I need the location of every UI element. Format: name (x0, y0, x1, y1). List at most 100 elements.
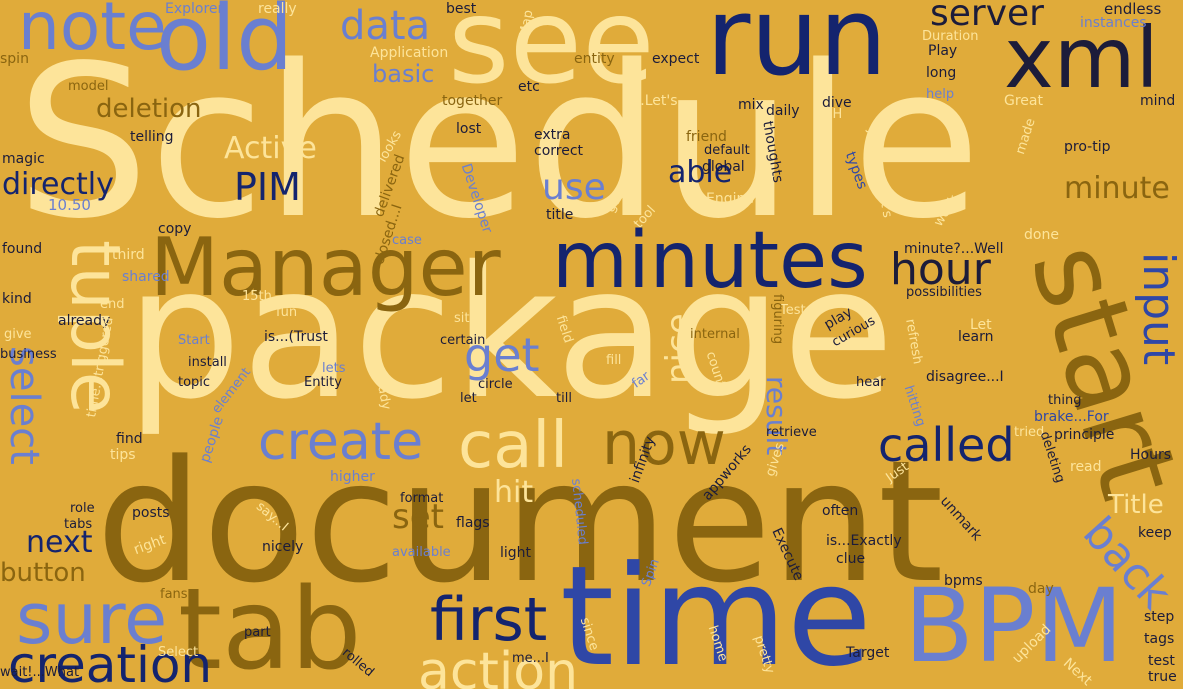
word: keep (1138, 525, 1172, 541)
word: learn (958, 329, 994, 345)
word: sure (16, 578, 168, 660)
word: deletion (96, 94, 202, 124)
word: Schedule (16, 20, 981, 265)
word: flags (456, 515, 490, 531)
word: Tester (780, 303, 819, 318)
word: tried (1014, 425, 1045, 440)
word: hear (856, 375, 886, 390)
word: set (392, 497, 444, 537)
word: let (460, 391, 477, 406)
word: brake...For (1034, 409, 1109, 425)
word: role (70, 501, 95, 516)
word: unmark (936, 493, 985, 545)
word: creation (8, 636, 213, 689)
word: Hours (1130, 447, 1172, 463)
word: endless (1104, 0, 1162, 18)
word: spin (0, 51, 29, 67)
word: hit (494, 475, 534, 510)
word: 15th (242, 289, 272, 304)
word: Play (928, 43, 958, 59)
word: business (0, 347, 57, 362)
word: bpms (944, 573, 983, 589)
word: data (340, 3, 431, 49)
word: next (26, 525, 93, 560)
word: first (430, 585, 548, 655)
word: best (446, 1, 477, 17)
word: principle (1054, 427, 1115, 443)
word: step (1144, 609, 1175, 625)
word: run (706, 0, 888, 100)
word: model (68, 79, 109, 94)
word: PIM (234, 165, 301, 209)
word: Active (224, 131, 317, 166)
word: package (126, 227, 895, 439)
word: topic (178, 375, 211, 390)
word: call (458, 409, 568, 483)
word: server (930, 0, 1044, 34)
word: fans (160, 587, 188, 602)
word: nice (659, 313, 699, 384)
word: 10.50 (48, 196, 91, 214)
word: time (560, 536, 872, 689)
word: till (556, 391, 572, 406)
word: higher (330, 469, 375, 485)
word: third (112, 247, 145, 263)
word: basic (372, 60, 435, 88)
word: day (1028, 581, 1054, 597)
word: see (448, 0, 655, 110)
word: telling (130, 129, 174, 145)
word: lost (456, 121, 482, 137)
word: Let (970, 317, 992, 333)
word: install (188, 355, 227, 370)
word: really (258, 1, 297, 17)
word: fun (276, 305, 298, 320)
word: global (702, 159, 745, 175)
word: document (96, 424, 944, 620)
word: 24H (816, 107, 843, 122)
word: site (454, 311, 478, 326)
word: posts (132, 505, 170, 521)
word: tab (178, 565, 362, 689)
word: already (58, 313, 111, 329)
word: expect (652, 51, 700, 67)
word: xml (1004, 9, 1159, 107)
word: disagree...I (926, 369, 1004, 385)
word: magic (2, 151, 45, 167)
word: thing (1048, 393, 1082, 408)
word: daily (766, 103, 800, 119)
word: circle (478, 377, 513, 392)
word: default (704, 143, 750, 158)
word: mind (1140, 93, 1176, 109)
word: BPM (904, 567, 1124, 686)
word: wait!...What (0, 665, 80, 680)
word: entity (574, 51, 615, 67)
word: it...Let's (622, 93, 678, 109)
word: made (1013, 116, 1039, 157)
word: now (602, 409, 726, 479)
word: hour (890, 244, 991, 295)
word: Start (178, 333, 210, 348)
word: instances (1080, 15, 1147, 31)
word: available (392, 545, 451, 560)
word: often (822, 503, 859, 519)
word: format (400, 491, 444, 506)
word: figuring (770, 294, 785, 345)
word: use (542, 167, 606, 208)
word: true (1148, 669, 1177, 685)
word: Application (370, 45, 449, 61)
word: minute?...Well (904, 241, 1004, 257)
word: refresh (902, 317, 925, 366)
word: get (464, 328, 540, 382)
word: Engine (706, 191, 754, 207)
word: end (100, 297, 125, 312)
word: certain (440, 333, 486, 348)
word: extra (534, 127, 571, 143)
word: clue (836, 551, 866, 567)
word: Select (158, 645, 199, 660)
word: tabs (64, 517, 93, 532)
word: found (2, 241, 43, 257)
word: Great (1004, 93, 1043, 109)
word: tags (1144, 631, 1175, 647)
word: test (1148, 653, 1175, 669)
